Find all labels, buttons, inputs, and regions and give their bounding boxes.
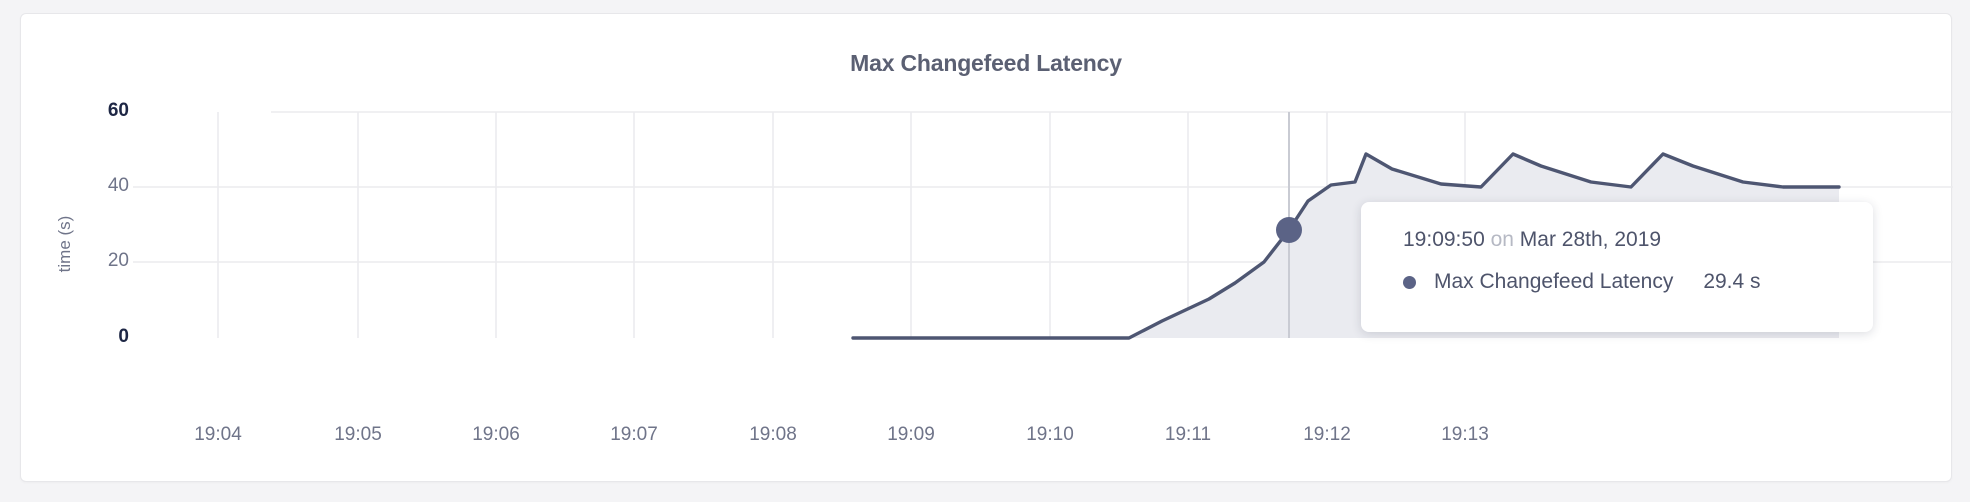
- series-line: [851, 152, 1841, 340]
- tooltip-date-value: Mar 28th, 2019: [1519, 228, 1662, 251]
- x-tick-label-1906: 19:06: [472, 424, 520, 445]
- x-tick-label-1912: 19:12: [1303, 424, 1351, 445]
- x-tick-label-1908: 19:08: [749, 424, 797, 445]
- x-tick-label-1904: 19:04: [194, 424, 242, 445]
- chart-card: Max Changefeed Latency: [20, 13, 1953, 482]
- chart-title: Max Changefeed Latency: [850, 50, 1122, 76]
- tooltip-timestamp: 19:09:50 on Mar 28th, 2019: [1403, 228, 1873, 252]
- gridlines-vertical: [217, 112, 1466, 338]
- series-color-dot-icon: [1403, 275, 1416, 289]
- tooltip-series-label: Max Changefeed Latency: [1434, 270, 1674, 293]
- x-tick-label-1909: 19:09: [887, 424, 935, 445]
- tooltip-series-value: 29.4 s: [1703, 270, 1761, 293]
- chart-tooltip: 19:09:50 on Mar 28th, 2019 Max Changefee…: [1361, 202, 1873, 332]
- tooltip-on-word: on: [1490, 228, 1514, 251]
- x-tick-label-1907: 19:07: [610, 424, 658, 445]
- tooltip-time-value: 19:09:50: [1403, 228, 1485, 251]
- y-tick-label-0: 0: [118, 326, 129, 347]
- x-tick-label-1913: 19:13: [1441, 424, 1489, 445]
- hover-point-marker: [1276, 217, 1302, 243]
- x-tick-label-1911: 19:11: [1164, 424, 1212, 445]
- y-tick-label-60: 60: [107, 100, 129, 121]
- y-tick-label-20: 20: [107, 250, 129, 271]
- x-tick-label-1910: 19:10: [1026, 424, 1074, 445]
- y-axis-title: time (s): [55, 215, 74, 273]
- tooltip-series-row: Max Changefeed Latency 29.4 s: [1403, 270, 1873, 294]
- y-tick-label-40: 40: [107, 175, 129, 196]
- x-tick-label-1905: 19:05: [334, 424, 382, 445]
